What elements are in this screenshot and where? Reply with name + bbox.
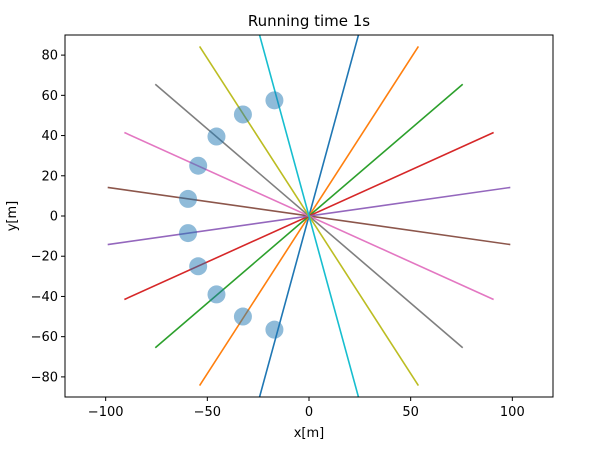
y-tick-label: −60: [31, 330, 58, 345]
chart-title: Running time 1s: [248, 12, 370, 30]
marker-point-10: [265, 320, 284, 339]
marker-point-9: [233, 307, 252, 326]
x-tick-label: 50: [402, 405, 419, 420]
x-tick-label: 100: [500, 405, 525, 420]
y-tick-label: 80: [41, 49, 58, 64]
marker-point-2: [233, 105, 252, 124]
x-tick-label: 0: [305, 405, 313, 420]
marker-point-4: [189, 156, 208, 175]
plot-area: [107, 35, 511, 397]
marker-point-1: [265, 91, 284, 110]
series-line-10: [258, 35, 360, 397]
marker-point-5: [179, 189, 198, 208]
y-axis-label: y[m]: [5, 201, 20, 232]
marker-point-8: [207, 285, 226, 304]
marker-point-7: [189, 257, 208, 276]
y-tick-label: 60: [41, 89, 58, 104]
y-tick-label: 20: [41, 169, 58, 184]
x-tick-label: −100: [88, 405, 124, 420]
y-tick-label: 40: [41, 129, 58, 144]
x-axis-label: x[m]: [294, 426, 325, 441]
y-tick-label: −40: [31, 290, 58, 305]
y-tick-label: −80: [31, 370, 58, 385]
marker-point-6: [179, 224, 198, 243]
axis-ticks: −100 −50 0 50 100 −80 −60 −40 −20 0 20 40 60 80: [31, 49, 525, 420]
y-tick-label: 0: [50, 210, 58, 225]
marker-point-3: [207, 127, 226, 146]
x-tick-label: −50: [194, 405, 221, 420]
y-tick-label: −20: [31, 250, 58, 265]
